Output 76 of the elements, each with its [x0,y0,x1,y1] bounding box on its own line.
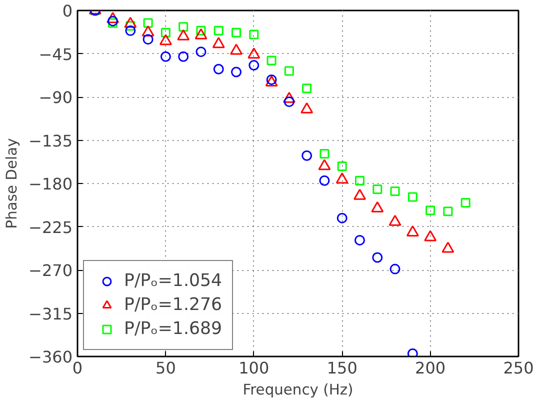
point [108,18,118,28]
point [248,60,260,71]
y-tick-label: −270 [28,261,73,280]
point [106,12,120,24]
point [142,34,154,45]
point [232,28,242,38]
point [336,212,348,224]
point [178,51,189,62]
point [426,206,436,216]
point [424,230,437,242]
y-tick-label: −90 [38,88,72,107]
x-axis-title: Frequency (Hz) [242,382,354,398]
legend-label: P/Pₒ=1.689 [124,319,222,339]
x-tick-label: 200 [415,358,446,378]
y-tick-label: −315 [28,304,73,324]
legend-label: P/Pₒ=1.276 [124,295,222,315]
point [443,206,453,216]
point [249,30,259,40]
point [231,66,242,78]
y-tick-label: −135 [28,131,73,150]
point [371,201,384,212]
point [248,48,260,59]
point [320,148,330,158]
point [460,198,470,208]
point [442,242,454,253]
point [406,225,419,236]
point [284,66,294,76]
point [177,29,190,40]
point [125,25,136,36]
y-tick-label: −360 [28,348,73,366]
point [407,348,418,356]
point [213,64,224,74]
point [408,192,418,202]
point [196,26,206,36]
x-tick-label: 150 [326,358,358,378]
point [160,28,170,38]
y-tick-label: 0 [62,2,73,20]
point [178,22,188,32]
point [108,16,118,26]
point [212,37,225,48]
point [159,34,172,46]
point [284,96,294,108]
point [194,28,208,40]
point [372,252,383,263]
point [266,56,276,66]
x-tick-label: 50 [156,358,176,378]
point [319,175,330,186]
point [354,234,365,246]
point [126,21,136,31]
y-tick-label: −225 [28,218,73,237]
point [160,51,171,62]
x-tick-label: 250 [503,358,534,378]
x-tick-label: 100 [238,358,270,378]
point [143,18,153,28]
point [282,92,296,103]
point [354,176,364,186]
point [337,161,347,171]
point [302,84,312,94]
point [390,264,400,274]
point [388,214,402,226]
point [142,26,154,37]
point [230,44,243,55]
point [196,46,206,58]
point [336,172,348,184]
point [318,159,331,170]
y-tick-label: −45 [38,44,72,64]
y-tick-label: −180 [28,174,73,194]
point [300,102,314,114]
point [353,188,366,200]
point [214,26,224,36]
point [372,184,382,194]
point [302,150,312,161]
legend-label: P/Pₒ=1.054 [124,271,222,291]
point [390,186,400,196]
point [124,16,137,28]
y-axis-title: Phase Delay [4,138,21,229]
